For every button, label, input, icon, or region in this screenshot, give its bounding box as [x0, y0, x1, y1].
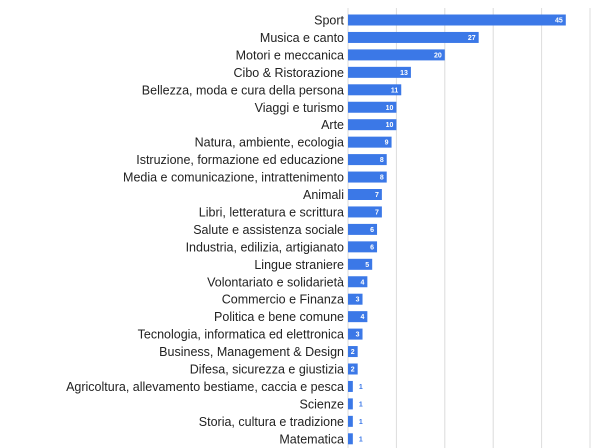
bar [348, 433, 353, 445]
bar [348, 363, 358, 375]
category-label: Matematica [279, 432, 344, 446]
bar [348, 415, 353, 427]
category-label: Arte [321, 118, 344, 132]
bar [348, 293, 363, 305]
gridlines [347, 8, 591, 448]
category-label: Politica e bene comune [214, 310, 344, 324]
value-label: 13 [400, 70, 408, 77]
value-label: 3 [356, 297, 360, 304]
bar [348, 119, 397, 131]
bar [348, 84, 402, 96]
bar [348, 258, 373, 270]
bar [348, 398, 353, 410]
value-label: 4 [360, 314, 364, 321]
value-label: 4 [360, 279, 364, 286]
category-label: Scienze [300, 397, 345, 411]
bar [348, 136, 392, 148]
category-label: Libri, letteratura e scrittura [199, 205, 344, 219]
value-label: 1 [359, 419, 363, 426]
bar [348, 241, 378, 253]
category-label: Industria, edilizia, artigianato [186, 240, 344, 254]
category-label: Volontariato e solidarietà [207, 275, 344, 289]
bar [348, 14, 566, 26]
value-label: 6 [370, 244, 374, 251]
category-label: Business, Management & Design [159, 345, 344, 359]
bar [348, 189, 382, 200]
value-label: 1 [359, 384, 363, 391]
category-label: Lingue straniere [254, 258, 344, 272]
category-label: Agricoltura, allevamento bestiame, cacci… [66, 380, 344, 394]
category-label: Media e comunicazione, intrattenimento [123, 171, 344, 185]
category-label: Tecnologia, informatica ed elettronica [138, 328, 344, 342]
value-label: 45 [555, 18, 563, 25]
category-labels: Sport Musica e canto Motori e meccanica Cib… [66, 14, 344, 447]
value-label: 7 [375, 192, 379, 199]
category-label: Musica e canto [260, 31, 344, 45]
value-label: 3 [356, 332, 360, 339]
value-label: 20 [434, 52, 442, 59]
value-label: 1 [359, 401, 363, 408]
value-label: 7 [375, 209, 379, 216]
bar [348, 66, 411, 78]
category-label: Commercio e Finanza [222, 293, 344, 307]
category-label: Natura, ambiente, ecologia [195, 136, 344, 150]
bar [348, 49, 445, 61]
bar [348, 171, 387, 183]
value-label: 27 [468, 35, 476, 42]
value-label: 11 [391, 87, 399, 94]
value-label: 2 [351, 349, 355, 356]
value-label: 10 [386, 105, 394, 112]
bar [348, 276, 368, 288]
category-label: Storia, cultura e tradizione [199, 415, 344, 429]
value-label: 2 [351, 367, 355, 374]
category-label: Bellezza, moda e cura della persona [142, 83, 344, 97]
value-label: 6 [370, 227, 374, 234]
value-label: 8 [380, 175, 384, 182]
value-label: 9 [385, 140, 389, 147]
value-label: 1 [359, 436, 363, 443]
category-label: Viaggi e turismo [255, 101, 344, 115]
category-label: Animali [303, 188, 344, 202]
category-label: Cibo & Ristorazione [234, 66, 345, 80]
category-label: Motori e meccanica [236, 48, 344, 62]
category-label: Sport [314, 14, 344, 28]
value-label: 10 [386, 122, 394, 129]
bar [348, 206, 382, 218]
bar [348, 328, 363, 340]
bar [348, 223, 378, 235]
bars [348, 14, 566, 445]
bar [348, 101, 397, 113]
bar [348, 154, 387, 166]
bar [348, 380, 353, 392]
category-label: Difesa, sicurezza e giustizia [190, 363, 344, 377]
value-label: 5 [365, 262, 369, 269]
category-label: Istruzione, formazione ed educazione [136, 153, 344, 167]
bar [348, 31, 479, 43]
bar [348, 311, 368, 323]
category-label: Salute e assistenza sociale [193, 223, 344, 237]
bar [348, 346, 358, 358]
value-label: 8 [380, 157, 384, 164]
